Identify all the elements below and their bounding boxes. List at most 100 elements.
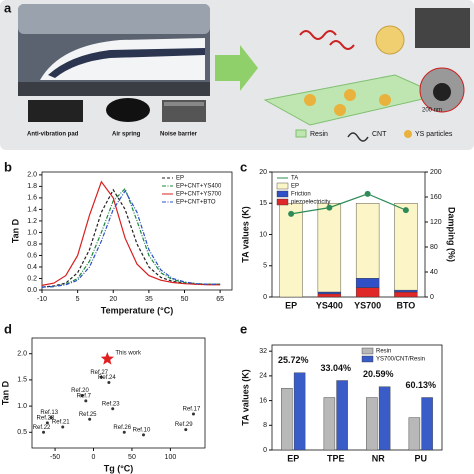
train-photo (18, 4, 210, 96)
y-tick-label: 15 (259, 200, 267, 207)
legend-label: EP+CNT+YS700 (176, 192, 222, 198)
line-point (288, 210, 295, 217)
bar (378, 386, 391, 451)
point-label: Ref.7 (77, 393, 92, 399)
bar (421, 397, 433, 451)
legend-swatch (295, 129, 307, 138)
point-label: Ref.13 (40, 410, 58, 416)
point (122, 430, 126, 434)
bar (281, 388, 293, 451)
y-tick-label: 8 (263, 422, 267, 429)
legend-swatch (276, 182, 289, 190)
point (80, 394, 84, 398)
point (191, 412, 195, 416)
x-tick-label: NR (372, 453, 385, 463)
bar (355, 203, 380, 279)
legend-label: Friction (291, 192, 311, 198)
y-tick-label: 0.4 (27, 264, 37, 271)
point-label: Ref.25 (79, 412, 97, 418)
point (100, 351, 115, 365)
legend-label: piezoelectricity (291, 200, 330, 206)
point (111, 407, 115, 411)
x-tick-label: 20 (109, 296, 117, 303)
point-label: Ref.20 (71, 388, 89, 394)
y2-axis-label: Damping (%) (447, 207, 457, 262)
y-tick-label: 5 (263, 263, 267, 270)
panel-letter: a (4, 0, 12, 15)
y-tick-label: 1.8 (27, 183, 37, 190)
panel-letter: d (4, 321, 12, 336)
y-tick-label: 10 (259, 231, 267, 238)
legend-label: EP+CNT+BTO (176, 200, 216, 206)
point (184, 428, 188, 432)
scale-bar-label: 200 nm (422, 108, 442, 114)
annotation: 33.04% (320, 363, 351, 373)
point (42, 430, 46, 434)
x-tick-label: YS700 (354, 300, 381, 310)
point (45, 421, 49, 425)
y2-tick-label: 160 (430, 194, 442, 201)
legend-swatch (347, 132, 369, 142)
plot-frame (31, 337, 206, 449)
legend-label: YS700/CNT/Resin (376, 357, 425, 363)
legend-label: EP (291, 184, 299, 190)
line-series (291, 193, 407, 215)
y2-tick-label: 40 (430, 269, 438, 276)
line-point (402, 207, 409, 214)
point-label: Ref.29 (175, 422, 193, 428)
y-tick-label: 0 (263, 294, 267, 301)
bar (293, 372, 306, 451)
bar (366, 397, 378, 451)
bar (317, 291, 342, 295)
bar (355, 287, 380, 298)
point (84, 399, 88, 403)
legend-label: EP (176, 176, 184, 182)
legend-swatch (276, 190, 289, 198)
x-tick-label: 65 (216, 296, 224, 303)
bar (394, 291, 418, 298)
x-tick-label: EP (285, 300, 297, 310)
plot-frame (271, 344, 443, 451)
legend-label: Resin (310, 131, 328, 138)
line-point (326, 204, 333, 211)
x-tick-label: PU (414, 453, 427, 463)
bar (408, 417, 421, 451)
y-tick-label: 0.2 (27, 275, 37, 282)
x-tick-label: YS400 (316, 300, 343, 310)
item-label: Noise barrier (160, 132, 198, 138)
point-label: Ref.23 (102, 401, 120, 407)
y-tick-label: 1.2 (27, 218, 37, 225)
panel-letter: b (4, 159, 12, 174)
x-tick-label: 50 (181, 296, 189, 303)
line-point (364, 190, 371, 197)
y-axis-label: Tan D (10, 218, 20, 243)
y2-tick-label: 80 (430, 244, 438, 251)
x-tick-label: TPE (327, 453, 345, 463)
point (88, 417, 92, 421)
legend-label: Resin (376, 349, 391, 355)
y2-tick-label: 120 (430, 219, 442, 226)
legend-swatch (404, 130, 412, 138)
panel-letter: c (240, 159, 247, 174)
x-tick-label: 35 (145, 296, 153, 303)
x-tick-label: 5 (76, 296, 80, 303)
x-axis-label: Tg (°C) (104, 463, 134, 473)
y-tick-label: 1.0 (17, 403, 27, 410)
bar (317, 203, 342, 293)
y-tick-label: 0.5 (17, 429, 27, 436)
component-images (28, 98, 206, 122)
point (49, 416, 53, 420)
y-tick-label: 1.0 (27, 229, 37, 236)
y-tick-label: 24 (259, 373, 267, 380)
line-series (41, 180, 221, 286)
x-tick-label: EP (287, 453, 299, 463)
x-tick-label: 50 (128, 454, 136, 461)
x-axis-label: Temperature (°C) (101, 305, 173, 315)
y-tick-label: 0.0 (27, 287, 37, 294)
point (61, 425, 65, 429)
y-tick-label: 2.0 (27, 172, 37, 179)
legend-label: CNT (372, 131, 387, 138)
point (99, 375, 103, 379)
annotation: 60.13% (405, 380, 436, 390)
y-tick-label: 32 (259, 348, 267, 355)
